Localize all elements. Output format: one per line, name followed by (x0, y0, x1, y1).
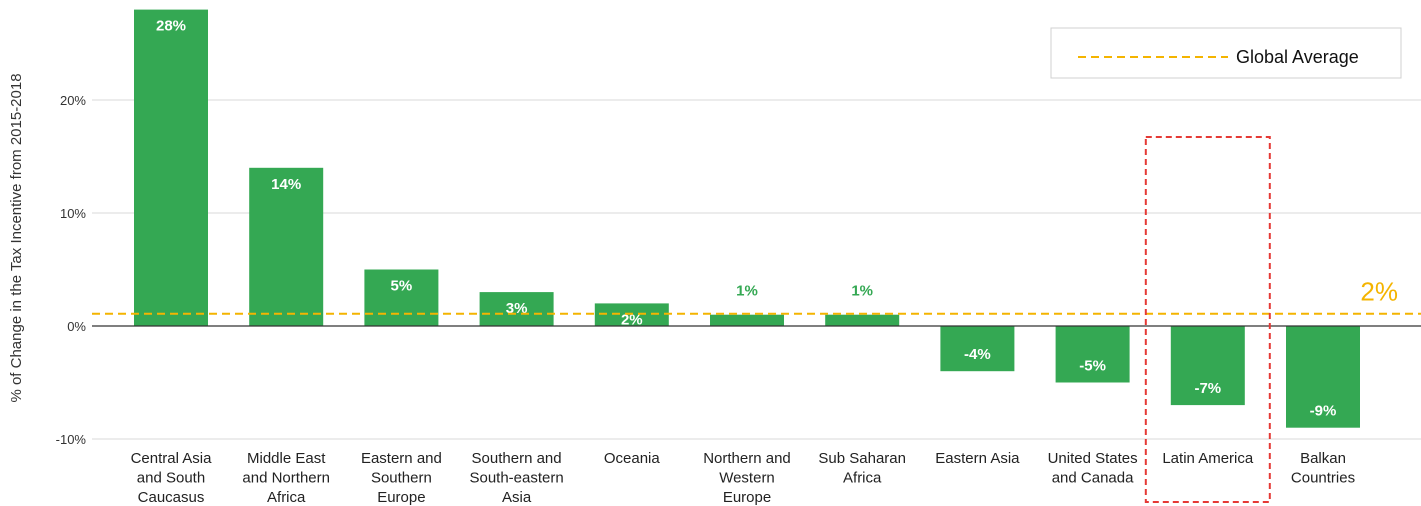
category-label: Middle East and Northern Africa (242, 450, 330, 506)
category-label: Northern and Western Europe (703, 450, 791, 506)
legend: Global Average (1050, 27, 1402, 79)
category-label: Balkan Countries (1291, 450, 1355, 487)
data-label: 2% (621, 311, 643, 328)
data-label: -5% (1079, 358, 1106, 375)
category-label: Eastern and Southern Europe (361, 450, 442, 506)
data-label: -4% (964, 346, 991, 363)
category-label: United States and Canada (1048, 450, 1138, 487)
legend-label-global-average: Global Average (1236, 47, 1359, 67)
bar (710, 314, 784, 326)
data-label: -9% (1310, 403, 1337, 420)
data-label: 5% (391, 278, 413, 295)
y-tick-label: 20% (60, 93, 86, 108)
category-label: Oceania (604, 450, 661, 467)
data-labels: 28%14%5%3%2%1% 1%-4%-5%-7%-9% (156, 18, 1336, 420)
y-tick-label: -10% (56, 432, 87, 447)
bars (134, 9, 1360, 428)
y-tick-label: 10% (60, 206, 86, 221)
category-label: Central Asia and South Caucasus (131, 450, 213, 506)
bar (825, 314, 900, 326)
data-label: 28% (156, 18, 186, 35)
y-axis-ticks: -10% 0% 10% 20% (56, 93, 87, 447)
category-label: Eastern Asia (935, 450, 1020, 467)
bar (479, 292, 554, 326)
y-tick-label: 0% (67, 319, 86, 334)
bar (1055, 326, 1130, 383)
data-label: -7% (1194, 380, 1221, 397)
data-label: 1% (736, 283, 758, 300)
data-label: 1% (851, 283, 873, 300)
global-average-value-label: 2% (1360, 277, 1398, 307)
data-label: 14% (271, 176, 301, 193)
bar (1286, 326, 1360, 428)
y-axis-label: % of Change in the Tax Incentive from 20… (8, 73, 25, 402)
highlight-box (1144, 136, 1271, 503)
bar (134, 9, 208, 326)
bar (940, 326, 1015, 372)
category-labels: Central Asia and South Caucasus Middle East… (131, 450, 1356, 506)
legend-box (1050, 27, 1402, 79)
category-label: Latin America (1162, 450, 1254, 467)
bar (364, 269, 439, 326)
category-label: Southern and South-eastern Asia (469, 450, 563, 506)
bar (1170, 326, 1245, 406)
bar (249, 167, 324, 326)
category-label: Sub Saharan Africa (818, 450, 906, 487)
